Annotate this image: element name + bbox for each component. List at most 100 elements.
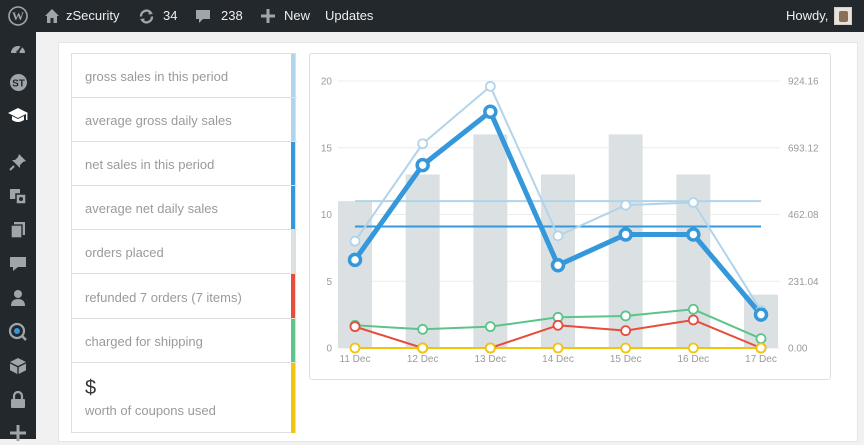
dashboard-icon[interactable] (6, 37, 30, 61)
legend-coupons[interactable]: $ worth of coupons used (72, 363, 297, 433)
coupon-amount: $ (85, 377, 97, 399)
y-right-tick-label: 924.16 (788, 77, 819, 88)
legend-label: worth of coupons used (85, 403, 216, 418)
series-point (349, 321, 361, 333)
updates-link[interactable]: 34 (138, 0, 177, 32)
chart-svg: 0 0.00 5 231.04 10 462.08 15 693.12 20 924.16 11 D… (321, 77, 819, 366)
y-left-tick-label: 0 (326, 344, 332, 355)
avatar (834, 7, 853, 25)
pages-icon[interactable] (6, 218, 30, 242)
comments-link[interactable]: 238 (195, 0, 243, 32)
svg-text:W: W (12, 9, 24, 23)
orders-bar (473, 134, 508, 348)
y-right-tick-label: 462.08 (788, 210, 819, 221)
series-point (620, 199, 632, 211)
legend-label: average net daily sales (85, 201, 218, 216)
legend-label: net sales in this period (85, 157, 215, 172)
legend-color-bar (291, 186, 295, 229)
y-left-tick-label: 5 (326, 277, 332, 288)
home-icon (44, 8, 60, 24)
legend-average-net[interactable]: average net daily sales (72, 186, 297, 230)
site-name: zSecurity (66, 8, 120, 23)
plus-icon (261, 9, 275, 23)
site-name-link[interactable]: zSecurity (44, 0, 119, 32)
my-account-link[interactable]: Howdy, (786, 0, 853, 32)
legend-color-bar (291, 319, 295, 362)
x-tick-label: 11 Dec (340, 354, 371, 365)
legend-label: average gross daily sales (85, 113, 232, 128)
media-icon[interactable] (6, 184, 30, 208)
y-left-tick-label: 20 (321, 77, 333, 88)
series-point (417, 342, 429, 354)
users-icon[interactable] (6, 286, 30, 310)
series-point (483, 104, 498, 119)
legend-color-bar (291, 274, 295, 318)
comments-icon[interactable] (6, 252, 30, 276)
box-icon[interactable] (6, 354, 30, 378)
main-content: gross sales in this period average gross… (36, 32, 864, 442)
legend-shipping[interactable]: charged for shipping (72, 319, 297, 363)
legend-refunded[interactable]: refunded 7 orders (7 items) (72, 274, 297, 319)
series-point (620, 310, 632, 322)
series-point (687, 303, 699, 315)
comment-bubble-icon (195, 8, 211, 24)
series-point (753, 307, 769, 322)
series-point (347, 252, 363, 268)
series-point (687, 314, 699, 326)
series-point (686, 227, 701, 242)
admin-bar: W zSecurity 34 238 New Updates Howdy, (0, 0, 864, 32)
series-point (417, 138, 429, 150)
x-tick-label: 13 Dec (474, 354, 506, 365)
series-point (415, 157, 430, 173)
updates-menu-link[interactable]: Updates (325, 0, 373, 32)
legend-gross-sales[interactable]: gross sales in this period (72, 54, 297, 98)
plugin-custom-icon[interactable]: ST (6, 70, 30, 94)
new-content-link[interactable]: New (261, 0, 310, 32)
y-right-tick-label: 693.12 (788, 143, 819, 154)
plus-icon[interactable] (6, 421, 30, 445)
legend-net-sales[interactable]: net sales in this period (72, 142, 297, 186)
series-point (417, 323, 429, 335)
wordpress-logo-icon[interactable]: W (8, 0, 28, 32)
x-tick-label: 15 Dec (610, 354, 642, 365)
legend-color-bar (291, 363, 295, 433)
svg-text:ST: ST (12, 78, 25, 89)
y-right-tick-label: 231.04 (788, 277, 819, 288)
series-point (620, 325, 632, 337)
legend-label: refunded 7 orders (7 items) (85, 290, 242, 305)
legend-color-bar (291, 230, 295, 273)
y-left-tick-label: 15 (321, 143, 333, 154)
woocommerce-icon[interactable] (6, 320, 30, 344)
series-point (618, 227, 633, 242)
legend-label: orders placed (85, 245, 164, 260)
new-label: New (284, 8, 311, 23)
legend-color-bar (291, 54, 295, 97)
updates-count: 34 (163, 8, 178, 23)
y-left-tick-label: 10 (321, 210, 333, 221)
series-point (349, 235, 361, 247)
legend-orders-placed[interactable]: orders placed (72, 230, 297, 274)
series-point (552, 319, 564, 331)
x-tick-label: 16 Dec (677, 354, 709, 365)
legend-average-gross[interactable]: average gross daily sales (72, 98, 297, 142)
series-point (755, 333, 767, 345)
series-point (620, 342, 632, 354)
legend-color-bar (291, 142, 295, 185)
legend-label: gross sales in this period (85, 69, 229, 84)
chart-legend: gross sales in this period average gross… (71, 53, 297, 433)
updates-label: Updates (325, 8, 374, 23)
legend-color-bar (291, 98, 295, 141)
pin-icon[interactable] (6, 150, 30, 174)
sales-chart: 0 0.00 5 231.04 10 462.08 15 693.12 20 924.16 11 D… (309, 53, 831, 380)
x-tick-label: 14 Dec (542, 354, 574, 365)
graduation-cap-icon[interactable] (6, 104, 30, 128)
series-point (687, 342, 699, 354)
series-point (484, 321, 496, 333)
series-point (349, 342, 361, 354)
lock-icon[interactable] (6, 388, 30, 412)
orders-bar (405, 174, 440, 348)
series-point (484, 342, 496, 354)
refresh-icon (138, 8, 155, 25)
howdy-label: Howdy, (786, 8, 829, 23)
x-tick-label: 12 Dec (407, 354, 439, 365)
